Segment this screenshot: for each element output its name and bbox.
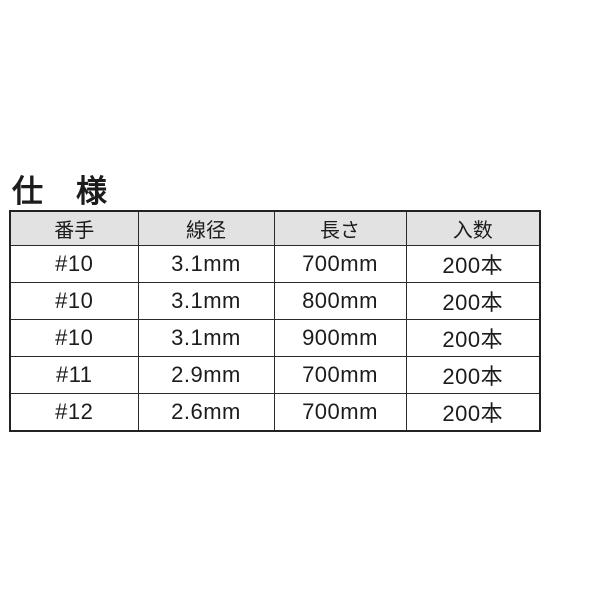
- table-cell: #12: [9, 393, 139, 432]
- table-cell: 2.9mm: [137, 356, 275, 394]
- table-row: #10 3.1mm 700mm 200本: [9, 245, 541, 283]
- table-cell: 900mm: [273, 319, 407, 357]
- table-row: #11 2.9mm 700mm 200本: [9, 356, 541, 394]
- table-cell: 700mm: [273, 393, 407, 432]
- table-cell: 200本: [405, 282, 541, 320]
- table-cell: #11: [9, 356, 139, 394]
- header-cell-length: 長さ: [273, 210, 407, 246]
- header-cell-gauge: 番手: [9, 210, 139, 246]
- header-cell-quantity: 入数: [405, 210, 541, 246]
- table-cell: 700mm: [273, 245, 407, 283]
- header-cell-diameter: 線径: [137, 210, 275, 246]
- table-cell: 800mm: [273, 282, 407, 320]
- spec-table: 番手 線径 長さ 入数 #10 3.1mm 700mm 200本 #10 3.1…: [9, 210, 541, 432]
- table-cell: 3.1mm: [137, 319, 275, 357]
- table-cell: #10: [9, 282, 139, 320]
- table-cell: #10: [9, 319, 139, 357]
- table-row: #12 2.6mm 700mm 200本: [9, 393, 541, 432]
- table-row: #10 3.1mm 900mm 200本: [9, 319, 541, 357]
- table-cell: 200本: [405, 356, 541, 394]
- table-cell: 200本: [405, 319, 541, 357]
- table-cell: 3.1mm: [137, 245, 275, 283]
- table-cell: #10: [9, 245, 139, 283]
- table-cell: 200本: [405, 393, 541, 432]
- table-cell: 200本: [405, 245, 541, 283]
- table-cell: 2.6mm: [137, 393, 275, 432]
- page-title: 仕 様: [12, 174, 108, 209]
- table-row: #10 3.1mm 800mm 200本: [9, 282, 541, 320]
- table-cell: 3.1mm: [137, 282, 275, 320]
- table-cell: 700mm: [273, 356, 407, 394]
- table-header-row: 番手 線径 長さ 入数: [9, 210, 541, 246]
